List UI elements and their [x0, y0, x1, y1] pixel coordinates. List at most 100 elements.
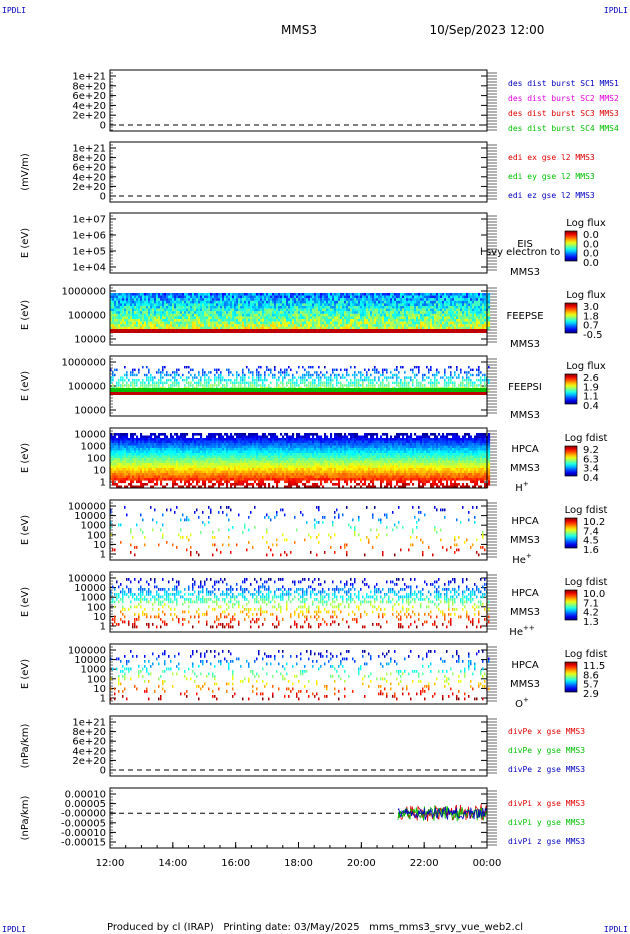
spectrogram-cell: [272, 376, 274, 379]
spectrogram-cell: [272, 311, 275, 314]
spectrogram-cell: [304, 303, 307, 307]
spectrogram-cell: [204, 311, 207, 314]
spectrogram-cell: [186, 465, 189, 469]
spectrogram-cell: [376, 306, 379, 309]
panel-eis-colorbar-tick: 0.0: [583, 258, 599, 269]
panel-edi_e-ytick-label: 0: [100, 192, 106, 203]
spectrogram-cell: [116, 453, 119, 456]
spectrogram-cell: [154, 293, 157, 296]
spectrogram-cell: [162, 324, 165, 327]
spectrogram-cell: [310, 303, 313, 307]
spectrogram-cell: [110, 475, 113, 479]
spectrogram-cell: [416, 316, 419, 320]
spectrogram-cell: [476, 300, 479, 304]
spectrogram-cell: [354, 295, 357, 299]
spectrogram-cell: [406, 306, 409, 309]
spectrogram-cell: [268, 368, 270, 371]
spectrogram-cell: [178, 326, 181, 330]
spectrogram-cell: [408, 303, 411, 307]
panel-eis-ylabel: E (eV): [20, 228, 31, 258]
spectrogram-cell: [336, 326, 339, 330]
spectrogram-cell: [132, 448, 135, 451]
spectrogram-cell: [186, 303, 189, 307]
spectrogram-cell: [154, 478, 157, 481]
spectrogram-cell: [118, 300, 121, 304]
spectrogram-cell: [272, 316, 275, 320]
spectrogram-cell: [200, 300, 203, 304]
spectrogram-cell: [370, 321, 373, 325]
spectrogram-cell: [208, 298, 211, 301]
spectrogram-cell: [132, 321, 135, 325]
spectrogram-cell: [224, 316, 227, 320]
spectrogram-cell: [344, 313, 347, 317]
spectrogram-cell: [140, 465, 143, 469]
spectrogram-cell: [174, 293, 177, 296]
spectrogram-cell: [278, 384, 280, 387]
spectrogram-cell: [472, 300, 475, 304]
spectrogram-cell: [118, 448, 121, 451]
spectrogram-cell: [288, 366, 290, 369]
spectrogram-cell: [304, 326, 307, 330]
spectrogram-cell: [194, 448, 197, 451]
spectrogram-cell: [202, 368, 204, 371]
spectrogram-cell: [220, 300, 223, 304]
spectrogram-cell: [368, 303, 371, 307]
spectrogram-cell: [466, 295, 469, 299]
spectrogram-cell: [168, 300, 171, 304]
spectrogram-cell: [294, 313, 297, 317]
spectrogram-cell: [384, 295, 387, 299]
spectrogram-cell: [332, 371, 334, 374]
spectrogram-cell: [274, 295, 277, 299]
spectrogram-cell: [368, 311, 371, 314]
spectrogram-cell: [424, 295, 427, 299]
spectrogram-cell: [122, 480, 125, 484]
spectrogram-cell: [182, 473, 185, 476]
spectrogram-cell: [162, 460, 165, 464]
spectrogram-cell: [282, 376, 284, 379]
spectrogram-cell: [450, 295, 453, 299]
spectrogram-cell: [412, 368, 414, 371]
spectrogram-cell: [440, 313, 443, 317]
spectrogram-cell: [422, 379, 424, 382]
spectrogram-cell: [430, 295, 433, 299]
spectrogram-cell: [154, 433, 157, 436]
spectrogram-cell: [144, 448, 147, 451]
spectrogram-cell: [468, 366, 470, 369]
spectrogram-cell: [312, 316, 315, 320]
spectrogram-cell: [246, 316, 249, 320]
spectrogram-cell: [294, 311, 297, 314]
spectrogram-cell: [176, 455, 179, 459]
spectrogram-cell: [142, 303, 145, 307]
spectrogram-cell: [186, 475, 189, 479]
spectrogram-cell: [278, 295, 281, 299]
spectrogram-cell: [250, 298, 253, 301]
spectrogram-cell: [136, 473, 139, 476]
spectrogram-cell: [382, 308, 385, 312]
spectrogram-cell: [466, 371, 468, 374]
spectrogram-cell: [316, 298, 319, 301]
spectrogram-cell: [134, 381, 136, 384]
spectrogram-cell: [324, 326, 327, 330]
spectrogram-cell: [352, 373, 354, 377]
spectrogram-cell: [382, 324, 385, 327]
spectrogram-cell: [118, 295, 121, 299]
spectrogram-cell: [238, 326, 241, 330]
spectrogram-cell: [124, 326, 127, 330]
spectrogram-cell: [420, 293, 423, 296]
spectrogram-cell: [176, 298, 179, 301]
spectrogram-cell: [160, 313, 163, 317]
spectrogram-cell: [132, 379, 134, 382]
spectrogram-cell: [366, 303, 369, 307]
spectrogram-cell: [170, 311, 173, 314]
spectrogram-cell: [374, 326, 377, 330]
spectrogram-cell: [184, 316, 187, 320]
spectrogram-cell: [328, 300, 331, 304]
spectrogram-cell: [374, 384, 376, 387]
spectrogram-cell: [484, 319, 487, 322]
spectrogram-cell: [262, 381, 264, 384]
spectrogram-cell: [400, 300, 403, 304]
spectrogram-cell: [188, 448, 191, 451]
spectrogram-cell: [440, 306, 443, 309]
spectrogram-cell: [110, 293, 113, 296]
spectrogram-cell: [158, 448, 161, 451]
